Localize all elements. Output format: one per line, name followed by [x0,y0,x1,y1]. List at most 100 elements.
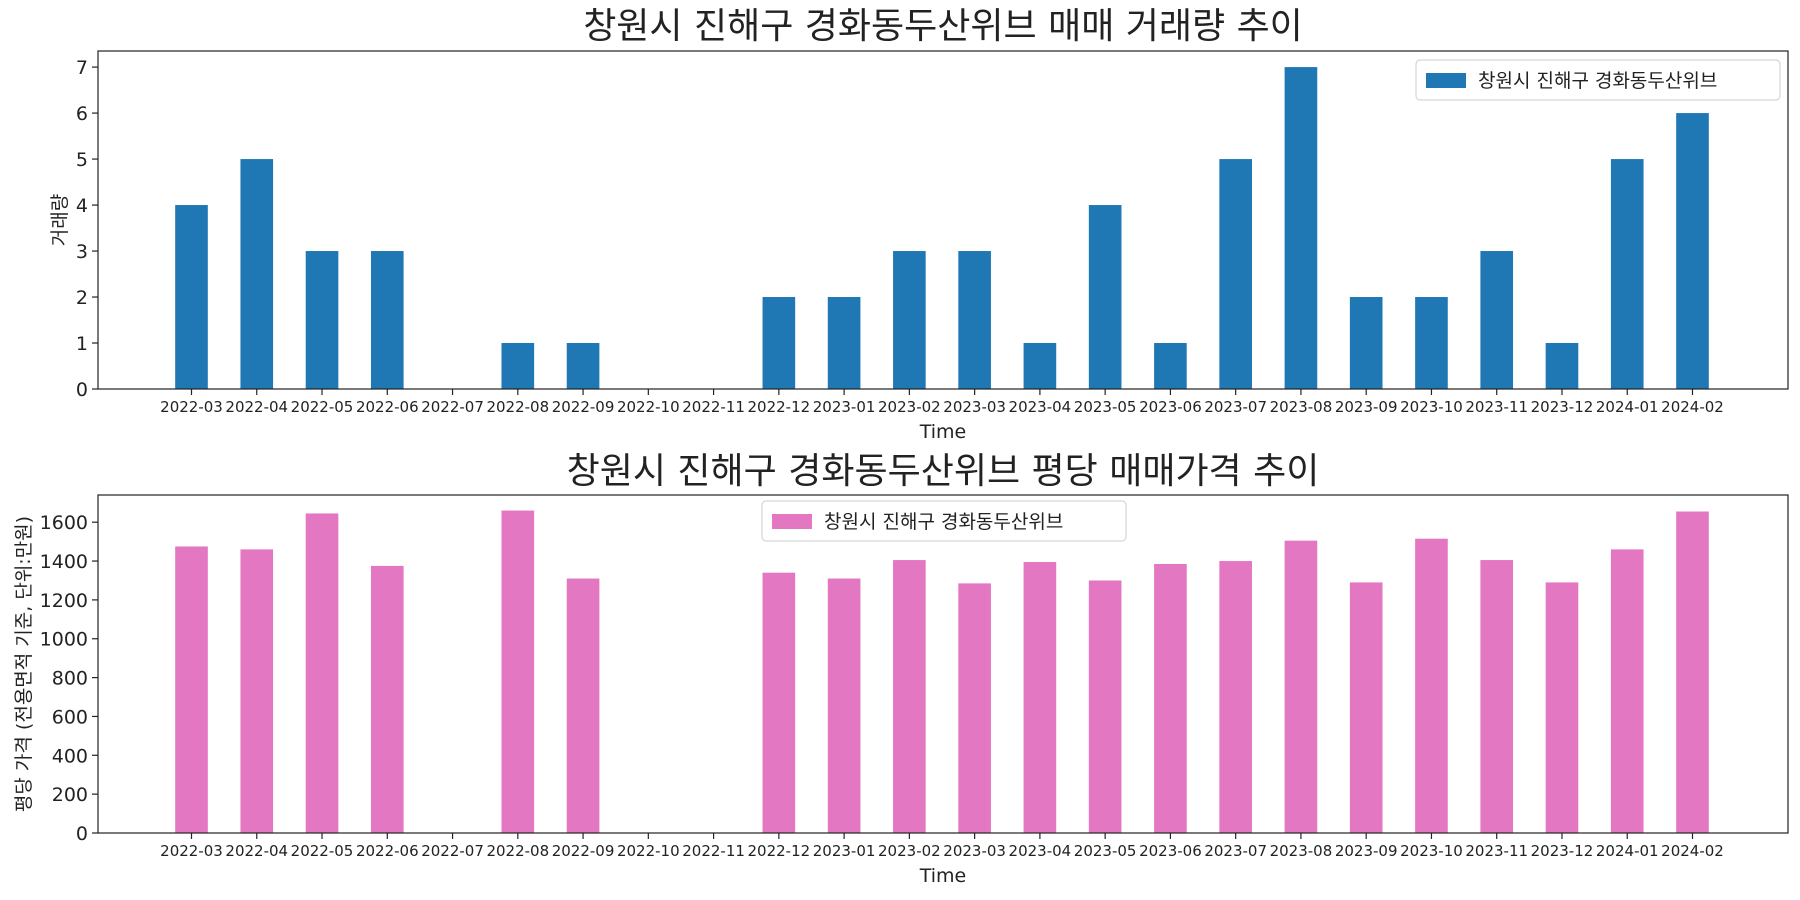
chart2-bar-2023-01 [827,578,861,833]
chart2-ytick-label-1600: 1600 [40,512,88,534]
chart2-xtick-label-2022-09: 2022-09 [552,842,615,860]
chart2-xtick-label-2022-07: 2022-07 [421,842,484,860]
chart1-bar-2022-03 [175,205,208,389]
chart2-bar-2022-04 [240,549,274,833]
chart2-xtick-label-2022-06: 2022-06 [356,842,419,860]
chart2-bar-2022-12 [762,572,796,833]
chart1-xtick-label-2023-07: 2023-07 [1204,398,1267,416]
chart2-bar-2022-05 [305,513,339,833]
chart1-xtick-label-2022-07: 2022-07 [421,398,484,416]
chart2-xtick-label-2024-02: 2024-02 [1661,842,1724,860]
chart1-xtick-label-2022-05: 2022-05 [291,398,354,416]
chart1-ytick-label-6: 6 [76,103,88,125]
chart1-plot-frame [97,50,1789,390]
chart2-bar-2022-06 [370,565,404,833]
chart1-bar-2023-10 [1415,297,1448,389]
chart2-bar-2022-03 [175,546,208,833]
chart1-xtick-label-2023-01: 2023-01 [813,398,876,416]
chart1-ytick-label-1: 1 [76,333,88,355]
chart1-xtick-label-2022-04: 2022-04 [225,398,288,416]
chart2-xtick-label-2023-05: 2023-05 [1074,842,1137,860]
chart1-xtick-label-2022-08: 2022-08 [486,398,549,416]
chart1-xtick-label-2023-02: 2023-02 [878,398,941,416]
chart2-ylabel: 평당 가격 (전용면적 기준, 단위:만원) [13,516,35,812]
chart2-bar-2023-12 [1545,582,1579,833]
chart1-ytick-label-5: 5 [76,149,88,171]
chart2-bar-2023-09 [1349,582,1383,833]
chart2-ytick-label-400: 400 [52,745,88,767]
chart1-xlabel: Time [919,421,967,443]
chart1-legend-box [1415,59,1781,101]
chart1-ytick-label-0: 0 [76,379,88,401]
chart2-xlabel: Time [919,865,967,887]
chart1-bar-2023-08 [1284,67,1318,389]
chart1-xtick-label-2023-04: 2023-04 [1009,398,1072,416]
chart2-ytick-label-0: 0 [76,823,88,845]
chart1-xtick-label-2022-10: 2022-10 [617,398,680,416]
chart1-xtick-label-2023-08: 2023-08 [1270,398,1333,416]
chart1-xtick-label-2022-12: 2022-12 [748,398,811,416]
chart2-bar-2023-06 [1154,563,1187,833]
chart2-xtick-label-2022-08: 2022-08 [486,842,549,860]
chart2-bar-2024-01 [1610,549,1644,833]
chart1-ylabel: 거래량 [49,194,71,246]
chart1-xtick-label-2022-03: 2022-03 [160,398,223,416]
chart1-bar-2022-08 [501,343,535,389]
chart1-ytick-label-7: 7 [76,57,88,79]
chart2-bar-2023-08 [1284,540,1318,833]
chart1-xtick-label-2023-09: 2023-09 [1335,398,1398,416]
chart1-bar-2022-09 [566,343,600,389]
chart2-xtick-label-2022-03: 2022-03 [160,842,223,860]
chart2-bar-2023-11 [1480,560,1514,833]
chart1-ytick-label-2: 2 [76,287,88,309]
chart1-bar-2023-12 [1545,343,1579,389]
chart2-legend-box [761,500,1127,542]
chart1-bar-2022-05 [305,251,339,389]
chart1-bar-2022-06 [370,251,404,389]
chart1-bar-2023-01 [827,297,861,389]
chart2-bar-2023-07 [1219,561,1252,833]
chart1-bar-2023-02 [893,251,926,389]
chart2-xtick-label-2023-04: 2023-04 [1009,842,1072,860]
chart2-xtick-label-2022-04: 2022-04 [225,842,288,860]
chart2-legend-swatch [772,514,812,529]
chart1-xtick-label-2023-03: 2023-03 [943,398,1006,416]
chart2-ytick-label-800: 800 [52,668,88,690]
chart2-xtick-label-2023-10: 2023-10 [1400,842,1463,860]
chart1-bar-2023-06 [1154,343,1187,389]
chart1-xtick-label-2023-10: 2023-10 [1400,398,1463,416]
chart2-xtick-label-2023-12: 2023-12 [1531,842,1594,860]
chart1-xtick-label-2024-02: 2024-02 [1661,398,1724,416]
chart1-bar-2022-04 [240,159,274,389]
chart1-legend-swatch [1426,73,1466,88]
chart2-xtick-label-2022-10: 2022-10 [617,842,680,860]
chart2-xtick-label-2022-05: 2022-05 [291,842,354,860]
chart1-xtick-label-2023-11: 2023-11 [1465,398,1528,416]
chart1-xtick-label-2022-09: 2022-09 [552,398,615,416]
chart2-bar-2024-02 [1676,511,1709,833]
chart2-bar-2023-10 [1415,538,1448,833]
chart2-xtick-label-2022-12: 2022-12 [748,842,811,860]
chart2-xtick-label-2022-11: 2022-11 [682,842,745,860]
chart1-legend-label: 창원시 진해구 경화동두산위브 [1478,70,1717,92]
chart2-bar-2022-09 [566,578,600,833]
chart1-bar-2023-04 [1023,343,1057,389]
chart2-xtick-label-2023-09: 2023-09 [1335,842,1398,860]
chart2-xtick-label-2023-02: 2023-02 [878,842,941,860]
chart2-plot-frame [97,494,1789,834]
chart1-xtick-label-2023-06: 2023-06 [1139,398,1202,416]
chart1-xtick-label-2023-12: 2023-12 [1531,398,1594,416]
chart1-bar-2023-07 [1219,159,1252,389]
chart1-ytick-label-3: 3 [76,241,88,263]
chart2-ytick-label-200: 200 [52,784,88,806]
chart2-xtick-label-2024-01: 2024-01 [1596,842,1659,860]
chart2-bar-2023-02 [893,560,926,833]
chart2-ytick-label-600: 600 [52,706,88,728]
chart2-xtick-label-2023-08: 2023-08 [1270,842,1333,860]
chart1-bar-2024-01 [1610,159,1644,389]
chart2-xtick-label-2023-03: 2023-03 [943,842,1006,860]
chart2-ytick-label-1200: 1200 [40,590,88,612]
chart2-bar-2023-05 [1088,580,1122,833]
